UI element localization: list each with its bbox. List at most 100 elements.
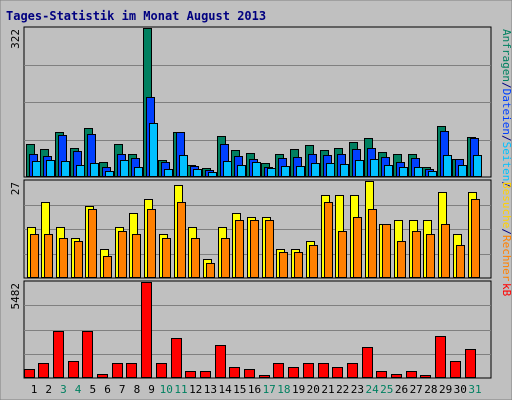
y-max-label: 322 — [9, 29, 22, 49]
x-tick-label: 3 — [60, 383, 67, 396]
bar-kb-day-20 — [303, 363, 314, 378]
chart-title: Tages-Statistik im Monat August 2013 — [6, 9, 266, 23]
bar-kb-day-18 — [273, 363, 284, 378]
chart-panels: 322 Anfragen/Dateien/Seiten/27 Besuche/Rec… — [9, 26, 512, 379]
bar-kb-day-26 — [391, 374, 402, 378]
bar-rechner-day-31 — [471, 199, 480, 278]
bar-seiten-day-29 — [443, 155, 452, 177]
bar-kb-day-23 — [347, 363, 358, 378]
x-tick-label: 25 — [380, 383, 393, 396]
bar-rechner-day-11 — [177, 202, 186, 278]
bar-seiten-day-31 — [473, 155, 482, 177]
bar-seiten-day-8 — [134, 167, 143, 177]
bar-kb-day-2 — [38, 363, 49, 378]
series-legend: Besuche/Rechner — [500, 182, 512, 282]
bar-kb-day-3 — [53, 331, 64, 378]
x-tick-label: 23 — [351, 383, 364, 396]
bar-kb-day-27 — [406, 371, 417, 378]
bar-seiten-day-23 — [355, 160, 364, 177]
bar-rechner-day-30 — [456, 245, 465, 278]
legend-entry: / — [500, 135, 512, 142]
x-tick-label: 12 — [189, 383, 202, 396]
x-tick-label: 5 — [89, 383, 96, 396]
legend-entry: Rechner — [500, 235, 512, 282]
bar-seiten-day-15 — [237, 165, 246, 177]
bar-kb-day-22 — [332, 367, 343, 378]
series-kb — [24, 282, 476, 378]
legend-entry: / — [500, 228, 512, 235]
bar-seiten-day-12 — [193, 169, 202, 177]
bar-kb-day-28 — [420, 375, 431, 378]
x-axis: 1 2 3 4 5 6 7 8 9 10 11 12 13 14 15 16 17 18 19 20 21 22 23 24 2… — [31, 383, 482, 396]
bar-rechner-day-21 — [324, 202, 333, 278]
legend-entry: kB — [500, 283, 512, 297]
x-tick-label: 26 — [395, 383, 408, 396]
bar-seiten-day-13 — [208, 172, 217, 177]
bar-kb-day-7 — [112, 363, 123, 378]
bar-seiten-day-7 — [120, 160, 129, 177]
bar-seiten-day-20 — [311, 163, 320, 177]
bar-rechner-day-3 — [59, 238, 68, 278]
bar-rechner-day-15 — [235, 220, 244, 278]
bar-seiten-day-21 — [326, 163, 335, 177]
x-tick-label: 27 — [410, 383, 423, 396]
x-tick-label: 30 — [454, 383, 467, 396]
x-tick-label: 10 — [160, 383, 173, 396]
bar-kb-day-4 — [68, 361, 79, 378]
x-tick-label: 20 — [307, 383, 320, 396]
bar-seiten-day-25 — [384, 165, 393, 177]
panel-3: 5482 kB — [9, 280, 512, 379]
bar-rechner-day-4 — [74, 241, 83, 278]
bar-rechner-day-22 — [338, 231, 347, 278]
bar-kb-day-12 — [185, 371, 196, 378]
bar-rechner-day-6 — [103, 256, 112, 278]
bar-rechner-day-23 — [353, 217, 362, 278]
panel-2: 27 Besuche/Rechner — [9, 179, 512, 282]
bar-seiten-day-17 — [267, 168, 276, 177]
bar-kb-day-30 — [450, 361, 461, 378]
x-tick-label: 22 — [336, 383, 349, 396]
bar-seiten-day-10 — [164, 169, 173, 177]
y-max-label: 27 — [9, 182, 22, 195]
x-tick-label: 18 — [277, 383, 290, 396]
bar-seiten-day-24 — [370, 159, 379, 177]
bar-seiten-day-16 — [252, 162, 261, 177]
bar-seiten-day-3 — [61, 161, 70, 177]
x-tick-label: 31 — [468, 383, 481, 396]
bar-kb-day-16 — [244, 369, 255, 378]
bar-kb-day-25 — [376, 371, 387, 378]
bar-kb-day-13 — [200, 371, 211, 378]
bar-kb-day-29 — [435, 336, 446, 378]
x-tick-label: 28 — [424, 383, 437, 396]
bar-seiten-day-1 — [32, 161, 41, 177]
bar-seiten-day-5 — [90, 163, 99, 177]
bar-kb-day-14 — [215, 345, 226, 378]
x-tick-label: 2 — [45, 383, 52, 396]
bar-seiten-day-6 — [105, 171, 114, 177]
x-tick-label: 14 — [218, 383, 232, 396]
bar-rechner-day-28 — [426, 234, 435, 278]
bar-rechner-day-24 — [368, 209, 377, 278]
bar-rechner-day-19 — [294, 252, 303, 278]
bar-kb-day-9 — [141, 282, 152, 378]
bar-rechner-day-7 — [118, 231, 127, 278]
bar-rechner-day-20 — [309, 245, 318, 278]
bar-rechner-day-27 — [412, 231, 421, 278]
bar-rechner-day-25 — [382, 224, 391, 278]
bar-seiten-day-11 — [179, 155, 188, 177]
bar-seiten-day-9 — [149, 123, 158, 177]
legend-entry: Dateien — [500, 89, 512, 135]
legend-entry: Anfragen — [500, 29, 512, 82]
bar-kb-day-5 — [82, 331, 93, 378]
bar-rechner-day-1 — [30, 234, 39, 278]
bar-kb-day-19 — [288, 367, 299, 378]
x-tick-label: 1 — [31, 383, 38, 396]
bar-kb-day-31 — [465, 349, 476, 378]
bar-rechner-day-8 — [132, 234, 141, 278]
legend-entry: Besuche — [500, 182, 512, 228]
bar-seiten-day-30 — [458, 165, 467, 177]
x-tick-label: 16 — [248, 383, 261, 396]
bar-kb-day-11 — [171, 338, 182, 378]
x-tick-label: 17 — [263, 383, 276, 396]
